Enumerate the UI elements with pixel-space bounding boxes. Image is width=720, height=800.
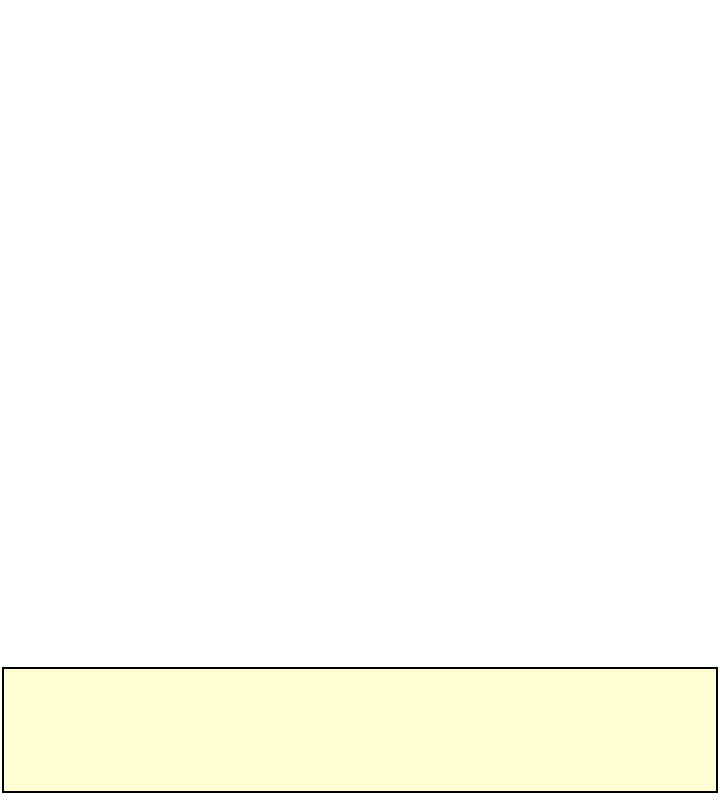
legend-panel [2,667,718,793]
map-canvas [30,25,682,637]
colorbar-ticks [4,704,712,728]
colorbar [48,688,690,704]
